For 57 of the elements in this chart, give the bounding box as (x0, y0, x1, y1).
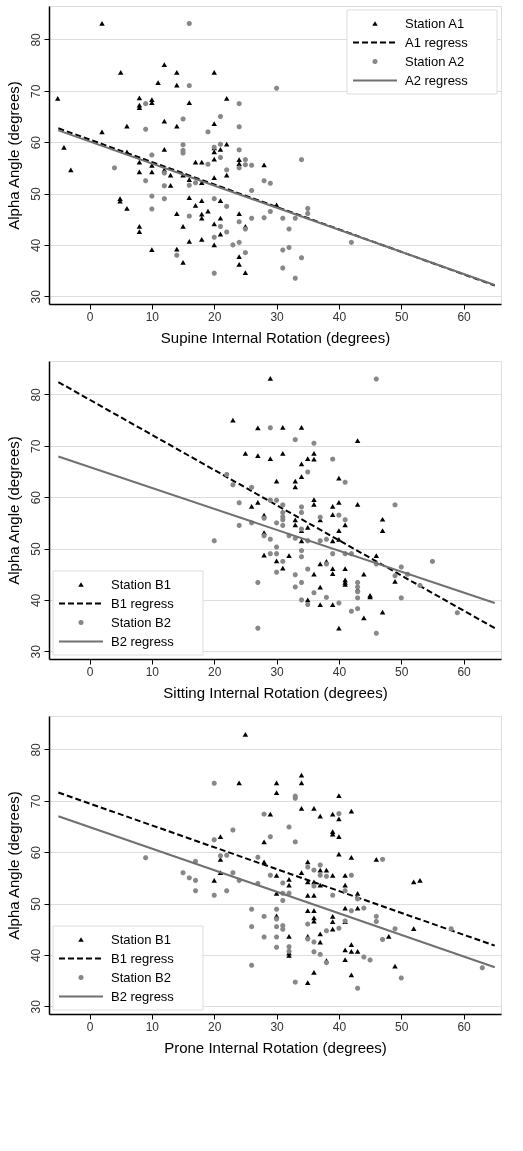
x-tick-label: 20 (208, 1019, 222, 1034)
legend-label: Station A2 (405, 53, 465, 69)
x-tick-label: 40 (332, 1019, 347, 1034)
legend-label: A2 regress (405, 72, 469, 88)
y-tick-label: 30 (28, 644, 43, 659)
x-tick-label: 0 (86, 664, 94, 679)
y-tick-label: 30 (28, 999, 43, 1014)
x-tick-label: 30 (270, 1019, 285, 1034)
x-tick-label: 10 (145, 1019, 160, 1034)
y-axis-title: Alpha Angle (degrees) (4, 791, 22, 940)
y-tick-label: 80 (28, 387, 43, 402)
y-tick-label: 60 (28, 845, 43, 860)
legend-label: Station B1 (111, 931, 171, 947)
x-tick-label: 40 (332, 309, 347, 324)
x-tick-label: 10 (145, 664, 160, 679)
x-tick-label: 60 (457, 1019, 472, 1034)
x-axis-title: Sitting Internal Rotation (degrees) (163, 683, 388, 701)
y-tick-label: 80 (28, 742, 43, 757)
y-tick-label: 40 (28, 948, 43, 963)
x-axis-title: Supine Internal Rotation (degrees) (160, 328, 391, 346)
y-tick-label: 30 (28, 289, 43, 304)
y-tick-label: 60 (28, 490, 43, 505)
y-tick-label: 50 (28, 897, 43, 911)
y-tick-label: 80 (28, 32, 43, 47)
x-tick-label: 50 (395, 664, 409, 679)
y-tick-label: 70 (28, 84, 43, 98)
x-tick-label: 60 (457, 664, 472, 679)
y-tick-label: 40 (28, 238, 43, 253)
y-tick-label: 40 (28, 593, 43, 608)
legend-label: B1 regress (111, 950, 175, 966)
legend-label: Station A1 (405, 15, 465, 31)
x-tick-label: 20 (208, 309, 222, 324)
x-tick-label: 50 (395, 309, 409, 324)
x-tick-label: 0 (86, 1019, 94, 1034)
x-tick-label: 40 (332, 664, 347, 679)
x-tick-label: 0 (86, 309, 94, 324)
legend-label: A1 regress (405, 34, 469, 50)
y-tick-label: 50 (28, 187, 43, 201)
x-tick-label: 10 (145, 309, 160, 324)
y-axis-title: Alpha Angle (degrees) (4, 81, 22, 230)
x-tick-label: 50 (395, 1019, 409, 1034)
y-tick-label: 70 (28, 794, 43, 808)
x-axis-title: Prone Internal Rotation (degrees) (164, 1038, 387, 1056)
x-tick-label: 30 (270, 664, 285, 679)
legend-label: Station B1 (111, 576, 171, 592)
legend-label: B1 regress (111, 595, 175, 611)
legend-label: B2 regress (111, 988, 175, 1004)
y-tick-label: 50 (28, 542, 43, 556)
legend-label: B2 regress (111, 633, 175, 649)
x-tick-label: 20 (208, 664, 222, 679)
y-tick-label: 60 (28, 135, 43, 150)
y-tick-label: 70 (28, 439, 43, 453)
x-tick-label: 30 (270, 309, 285, 324)
legend-label: Station B2 (111, 614, 171, 630)
y-axis-title: Alpha Angle (degrees) (4, 436, 22, 585)
legend-label: Station B2 (111, 969, 171, 985)
x-tick-label: 60 (457, 309, 472, 324)
